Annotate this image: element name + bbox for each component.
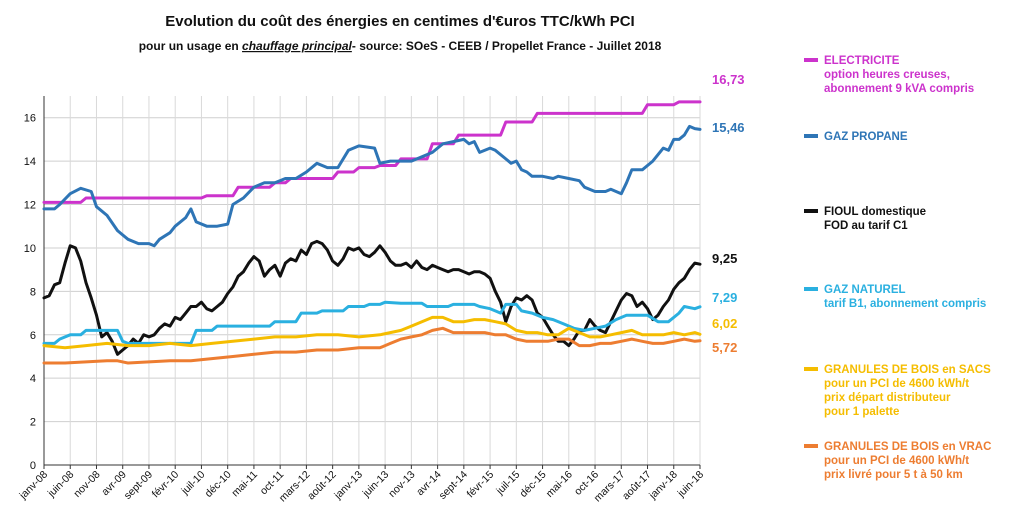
legend: ELECTRICITE option heures creuses, abonnem…: [804, 55, 991, 481]
legend-text-sacs: pour 1 palette: [824, 406, 899, 418]
series-end-labels: 16,73 15,46 9,25 7,29 6,02 5,72: [712, 72, 745, 355]
legend-text-propane: GAZ PROPANE: [824, 131, 908, 143]
legend-text-sacs: pour un PCI de 4600 kWh/t: [824, 378, 969, 390]
legend-text-fioul: FOD au tarif C1: [824, 220, 908, 232]
legend-text-elec: ELECTRICITE: [824, 55, 900, 67]
y-tick-label: 8: [30, 286, 36, 298]
y-tick-label: 0: [30, 460, 36, 472]
y-tick-label: 10: [24, 243, 36, 255]
legend-text-elec: option heures creuses,: [824, 69, 950, 81]
legend-text-gaz: GAZ NATUREL: [824, 284, 906, 296]
end-label-elec: 16,73: [712, 72, 745, 87]
legend-text-vrac: prix livré pour 5 t à 50 km: [824, 469, 963, 481]
series-line-fioul: [42, 239, 702, 356]
y-tick-label: 4: [30, 373, 36, 385]
y-tick-label: 2: [30, 417, 36, 429]
y-tick-label: 12: [24, 200, 36, 212]
subtitle-prefix: pour un usage en: [139, 39, 242, 53]
end-label-vrac: 5,72: [712, 340, 737, 355]
end-label-fioul: 9,25: [712, 251, 737, 266]
series-line-sacs: [42, 315, 702, 350]
series-line-vrac: [42, 326, 702, 365]
legend-text-sacs: GRANULES DE BOIS en SACS: [824, 364, 991, 376]
y-tick-label: 16: [24, 113, 36, 125]
end-label-propane: 15,46: [712, 120, 745, 135]
y-axis-ticks: 0 2 4 6 8 10 12 14 16: [24, 113, 36, 472]
legend-text-vrac: GRANULES DE BOIS en VRAC: [824, 441, 991, 453]
end-label-sacs: 6,02: [712, 316, 737, 331]
subtitle-suffix: - source: SOeS - CEEB / Propellet France…: [352, 39, 662, 53]
legend-text-gaz: tarif B1, abonnement compris: [824, 298, 986, 310]
series-line-propane: [42, 124, 702, 248]
series-lines: [42, 100, 702, 365]
legend-text-fioul: FIOUL domestique: [824, 206, 926, 218]
chart-subtitle: pour un usage en chauffage principal- so…: [139, 39, 662, 53]
y-tick-label: 6: [30, 330, 36, 342]
subtitle-emphasis: chauffage principal: [242, 39, 352, 53]
legend-text-vrac: pour un PCI de 4600 kWh/t: [824, 455, 969, 467]
axes: [43, 96, 701, 469]
y-tick-label: 14: [24, 156, 36, 168]
series-line-elec: [42, 100, 702, 204]
end-label-gaz: 7,29: [712, 290, 737, 305]
chart-title: Evolution du coût des énergies en centim…: [165, 13, 634, 30]
legend-text-elec: abonnement 9 kVA compris: [824, 83, 974, 95]
series-line-gaz: [42, 300, 702, 345]
legend-text-sacs: prix départ distributeur: [824, 392, 951, 404]
